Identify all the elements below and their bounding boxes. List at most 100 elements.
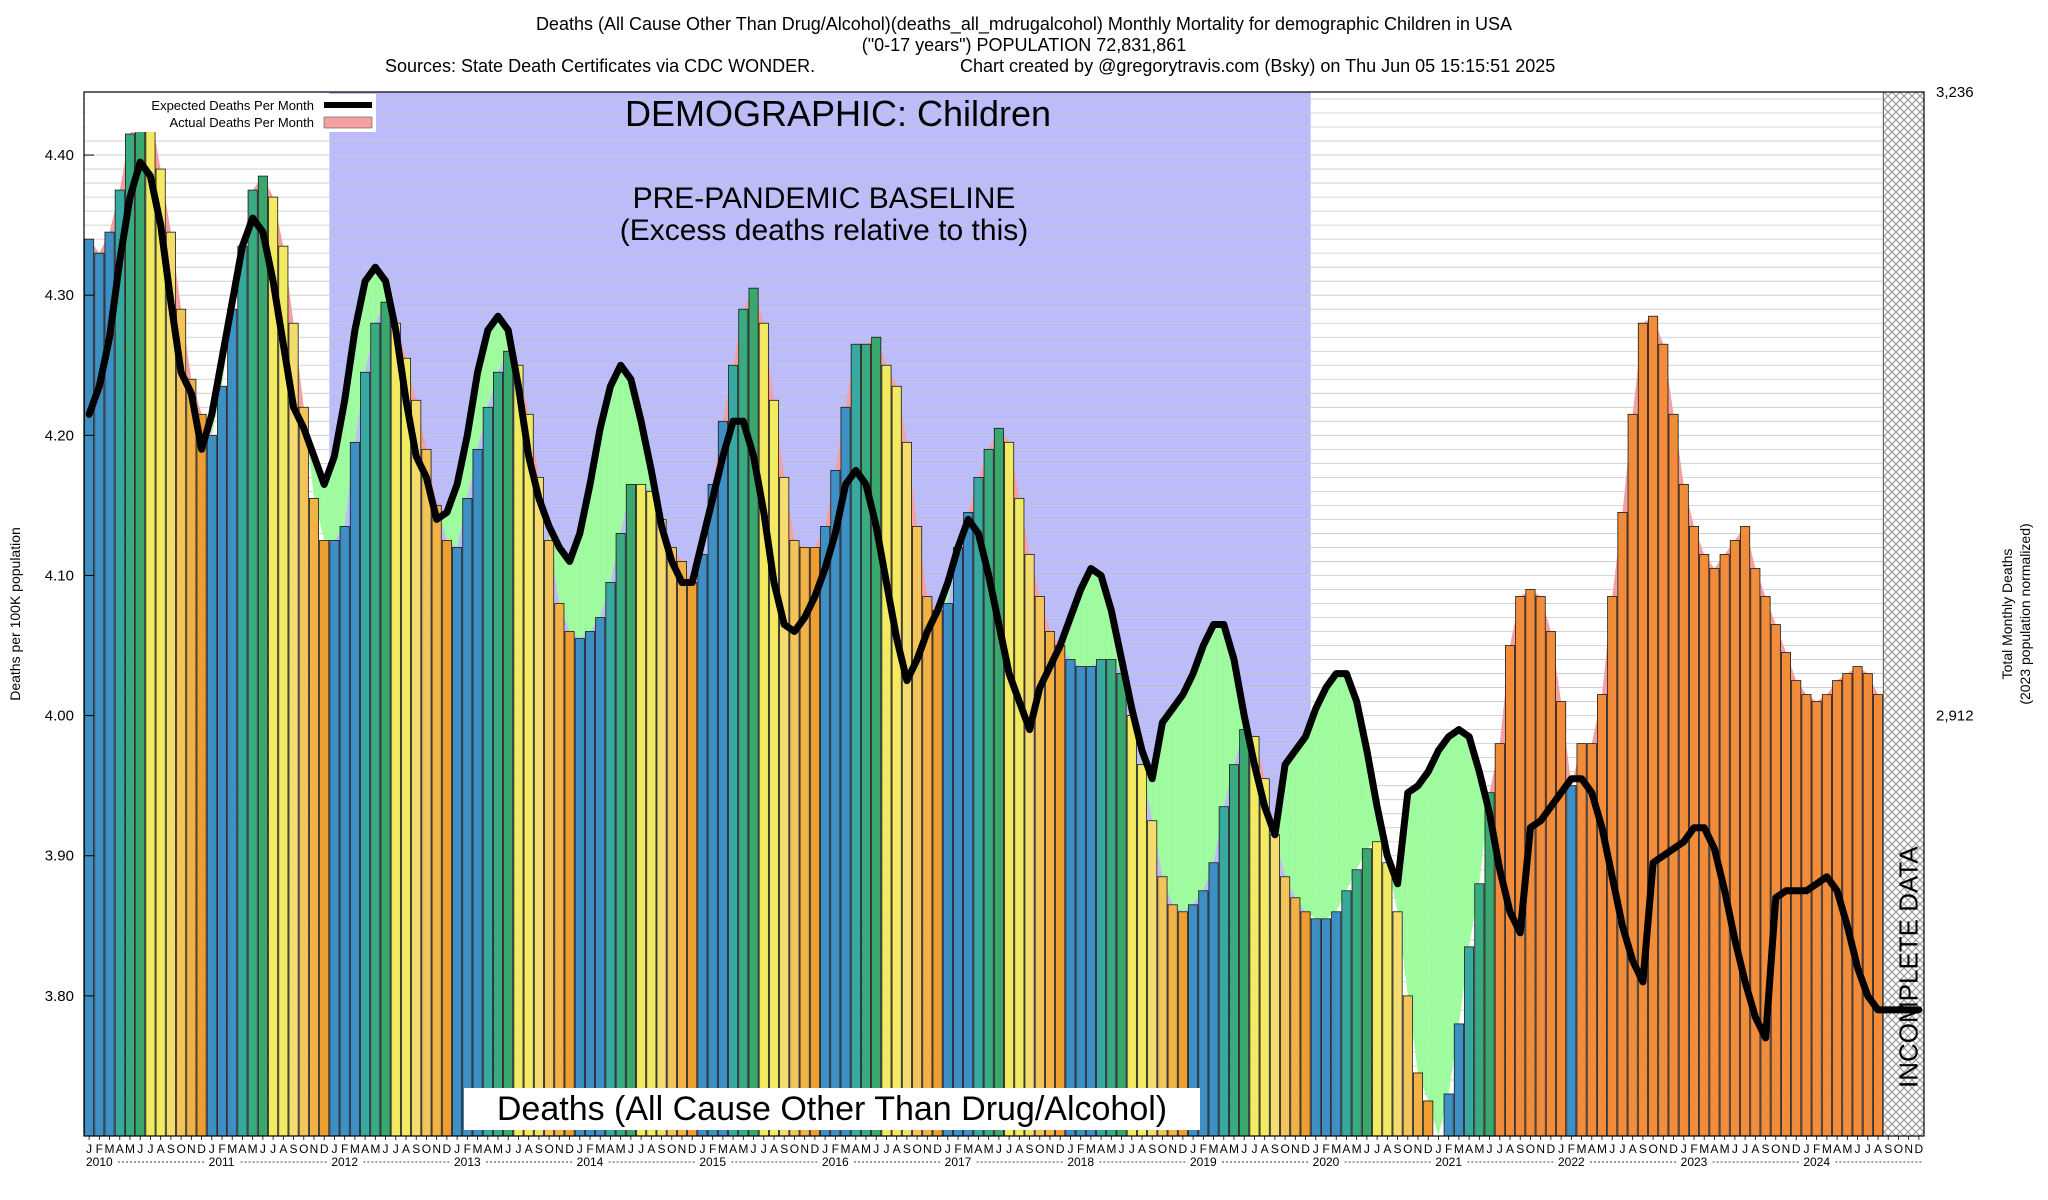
x-month-label: A: [974, 1142, 982, 1156]
actual-bar: [697, 554, 708, 1137]
actual-bar: [257, 175, 268, 1137]
x-month-label: M: [1474, 1142, 1484, 1156]
x-month-label: A: [116, 1142, 124, 1156]
x-month-label: N: [1782, 1142, 1791, 1156]
actual-bar: [564, 631, 575, 1137]
actual-bar: [871, 336, 882, 1137]
x-month-label: M: [1699, 1142, 1709, 1156]
x-month-label: J: [1732, 1142, 1738, 1156]
actual-bar: [1627, 413, 1638, 1137]
actual-bar: [1719, 554, 1730, 1137]
x-month-label: A: [238, 1142, 246, 1156]
x-month-label: S: [290, 1142, 298, 1156]
x-month-label: A: [484, 1142, 492, 1156]
baseline-label-2: (Excess deaths relative to this): [620, 214, 1029, 247]
x-month-label: F: [954, 1142, 961, 1156]
x-month-label: F: [832, 1142, 839, 1156]
x-year-label: 2023: [1681, 1155, 1708, 1169]
actual-bar: [114, 189, 125, 1137]
x-month-label: M: [1331, 1142, 1341, 1156]
deficit-band: [1295, 736, 1306, 912]
x-month-label: O: [1648, 1142, 1657, 1156]
actual-bar: [462, 497, 473, 1137]
y-tick-label: 3.80: [45, 988, 74, 1005]
x-month-label: J: [699, 1142, 705, 1156]
actual-bar: [728, 364, 739, 1137]
x-month-label: M: [841, 1142, 851, 1156]
x-month-label: J: [270, 1142, 276, 1156]
actual-bar: [370, 322, 381, 1137]
x-month-label: O: [176, 1142, 185, 1156]
x-month-label: J: [883, 1142, 889, 1156]
x-month-label: D: [1547, 1142, 1556, 1156]
deficit-band: [1418, 771, 1429, 1101]
x-month-label: O: [790, 1142, 799, 1156]
actual-bar: [666, 547, 677, 1137]
legend: Expected Deaths Per Month Actual Deaths P…: [86, 94, 376, 132]
x-month-label: A: [1588, 1142, 1596, 1156]
x-month-label: J: [505, 1142, 511, 1156]
actual-bar: [615, 533, 626, 1137]
actual-bar: [492, 371, 504, 1137]
actual-bar: [779, 476, 790, 1137]
x-month-label: J: [1435, 1142, 1441, 1156]
actual-bar: [625, 483, 636, 1137]
x-month-label: O: [1035, 1142, 1044, 1156]
x-month-label: D: [320, 1142, 329, 1156]
x-month-label: M: [616, 1142, 626, 1156]
x-year-label: 2019: [1190, 1155, 1217, 1169]
x-month-label: A: [1138, 1142, 1146, 1156]
x-month-label: S: [1762, 1142, 1770, 1156]
x-month-label: A: [279, 1142, 287, 1156]
deficit-band: [477, 330, 488, 450]
x-month-label: M: [493, 1142, 503, 1156]
x-month-label: S: [1271, 1142, 1279, 1156]
incomplete-data-label: INCOMPLETE DATA: [1893, 846, 1923, 1088]
actual-bar: [155, 168, 166, 1137]
actual-bar: [952, 547, 964, 1137]
x-month-label: N: [432, 1142, 441, 1156]
x-month-label: O: [544, 1142, 553, 1156]
x-month-label: O: [1894, 1142, 1903, 1156]
actual-bar: [1474, 883, 1485, 1137]
x-month-label: A: [893, 1142, 901, 1156]
x-month-label: O: [1403, 1142, 1412, 1156]
x-year-label: 2011: [209, 1155, 235, 1169]
actual-bar: [1791, 680, 1802, 1137]
actual-bar: [850, 343, 861, 1137]
actual-bar: [247, 189, 258, 1137]
actual-bar: [339, 526, 350, 1137]
x-month-label: N: [1414, 1142, 1423, 1156]
actual-bar: [1259, 778, 1270, 1137]
actual-bar: [1443, 1093, 1454, 1137]
deficit-band: [1305, 708, 1316, 919]
x-month-label: F: [586, 1142, 593, 1156]
deficit-band: [1213, 624, 1224, 863]
x-year-label: 2022: [1558, 1155, 1585, 1169]
legend-actual-swatch: [323, 116, 373, 129]
x-month-label: F: [1445, 1142, 1452, 1156]
x-month-label: M: [370, 1142, 380, 1156]
x-month-label: N: [800, 1142, 809, 1156]
actual-bar: [533, 476, 544, 1137]
deficit-band: [1438, 736, 1449, 1136]
x-month-label: J: [822, 1142, 828, 1156]
x-month-label: M: [738, 1142, 748, 1156]
x-year-label: 2020: [1313, 1155, 1340, 1169]
actual-bar: [574, 638, 585, 1137]
plot-frame: [83, 91, 1925, 1137]
x-month-label: M: [248, 1142, 258, 1156]
x-month-label: J: [147, 1142, 153, 1156]
actual-bar: [584, 631, 596, 1137]
actual-bar: [206, 434, 217, 1137]
x-month-label: F: [1813, 1142, 1820, 1156]
actual-bar: [1372, 841, 1383, 1137]
x-month-label: A: [1629, 1142, 1637, 1156]
x-month-label: A: [770, 1142, 778, 1156]
x-month-label: A: [1465, 1142, 1473, 1156]
x-month-label: D: [688, 1142, 697, 1156]
x-month-label: J: [1119, 1142, 1125, 1156]
deficit-band: [610, 365, 621, 583]
x-year-label: 2010: [86, 1155, 113, 1169]
x-month-label: J: [1241, 1142, 1247, 1156]
